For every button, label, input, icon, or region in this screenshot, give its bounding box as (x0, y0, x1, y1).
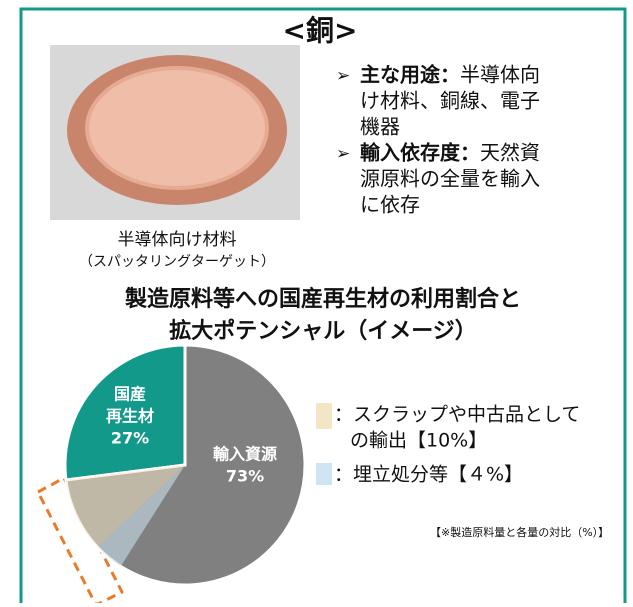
bullet-text: 天然資 (480, 141, 540, 165)
bullet-label: 主な用途： (360, 63, 460, 87)
slice-label: 輸入資源 (213, 445, 277, 464)
title: <銅> (283, 14, 358, 47)
bullet-marker: ➢ (336, 66, 350, 86)
legend-text: ：スクラップや中古品として (334, 404, 580, 426)
note: 【※製造原料量と各量の対比（%）】 (430, 525, 609, 539)
legend-swatch (316, 403, 332, 429)
slice-label: 再生材 (106, 407, 154, 426)
legend-text: ：埋立処分等【４%】 (334, 464, 523, 486)
page: <銅> 半導体向け材料 （スパッタリングターゲット） 【※製造原料量と各量の対比… (0, 0, 633, 603)
bullet-text: 機器 (360, 115, 400, 139)
legend-swatch (316, 463, 332, 485)
bullet-text: 源原料の全量を輸入 (360, 167, 540, 191)
chart-title: 製造原料等への国産再生材の利用割合と (124, 286, 521, 312)
bullet-label: 輸入依存度： (360, 141, 480, 165)
bullet-text: け材料、銅線、電子 (360, 89, 540, 113)
legend-text: の輸出【10%】 (350, 430, 487, 452)
photo (50, 45, 300, 220)
bullet-text: 半導体向 (460, 63, 540, 87)
slice-label: 国産 (114, 385, 146, 404)
slice-value: 73% (226, 467, 264, 486)
chart-title: 拡大ポテンシャル（イメージ） (169, 318, 477, 344)
photo-caption: 半導体向け材料 (118, 230, 237, 250)
bullet-text: に依存 (360, 193, 420, 217)
bullet-marker: ➢ (336, 144, 350, 164)
slice-value: 27% (111, 429, 149, 448)
photo-caption: （スパッタリングターゲット） (79, 254, 275, 270)
